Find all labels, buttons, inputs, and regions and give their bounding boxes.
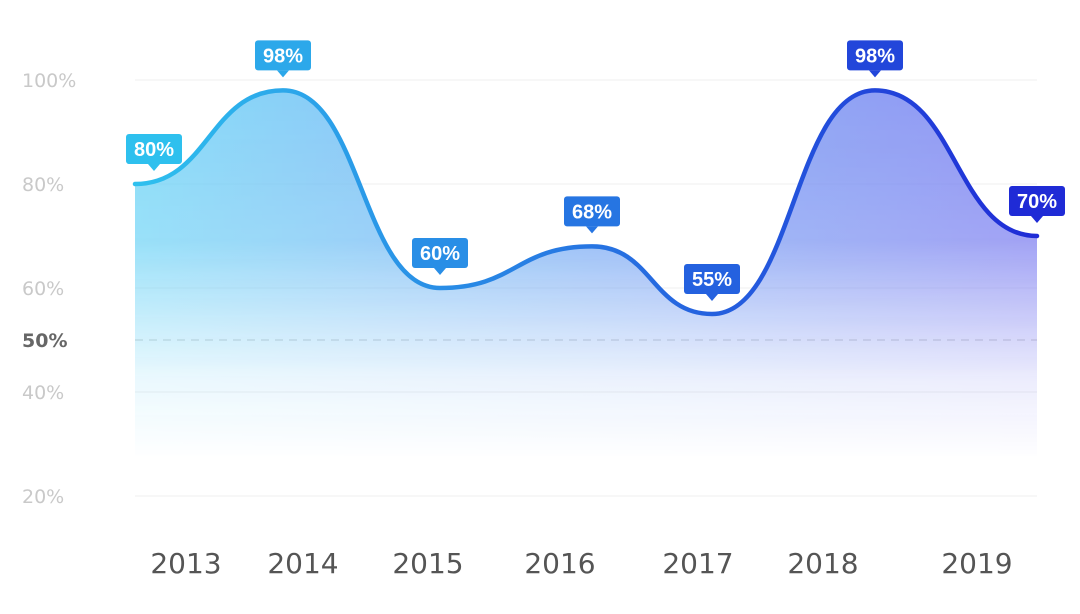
y-axis-ticks: 100% 80% 60% 50% 40% 20% [22, 70, 76, 508]
x-tick-2013: 2013 [150, 547, 221, 580]
data-label-2019: 70% [1009, 186, 1065, 223]
series-line-group [132, 88, 1040, 317]
area-fill [135, 90, 1037, 457]
data-label-2014: 98% [255, 40, 311, 78]
x-axis-ticks: 2013 2014 2015 2016 2017 2018 2019 [150, 547, 1012, 580]
x-tick-2015: 2015 [392, 547, 463, 580]
svg-text:98%: 98% [263, 45, 303, 67]
y-tick-100: 100% [22, 70, 76, 92]
svg-text:60%: 60% [420, 243, 460, 265]
data-label-2015: 60% [412, 238, 468, 275]
data-label-2013: 80% [126, 134, 182, 171]
data-label-2017: 55% [684, 264, 740, 301]
series-line [132, 88, 1040, 317]
svg-text:55%: 55% [692, 269, 732, 291]
x-tick-2018: 2018 [787, 547, 858, 580]
svg-text:68%: 68% [572, 201, 612, 223]
x-tick-2017: 2017 [662, 547, 733, 580]
x-tick-2019: 2019 [941, 547, 1012, 580]
area-fill-group [135, 90, 1037, 457]
y-tick-80: 80% [22, 174, 64, 196]
data-label-2018: 98% [847, 40, 903, 78]
data-label-group: 80% 98% 60% 68% 55% 98% 70% [126, 40, 1065, 301]
data-label-2016: 68% [564, 196, 620, 234]
y-tick-50: 50% [22, 330, 67, 352]
y-tick-40: 40% [22, 382, 64, 404]
y-tick-60: 60% [22, 278, 64, 300]
svg-text:98%: 98% [855, 45, 895, 67]
x-tick-2016: 2016 [524, 547, 595, 580]
x-tick-2014: 2014 [267, 547, 338, 580]
y-tick-20: 20% [22, 486, 64, 508]
svg-text:70%: 70% [1017, 191, 1057, 213]
svg-text:80%: 80% [134, 139, 174, 161]
